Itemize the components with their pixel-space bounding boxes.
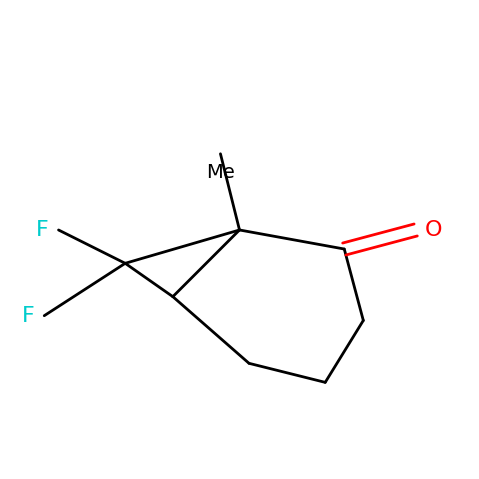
Text: F: F (36, 220, 49, 240)
Text: F: F (22, 306, 34, 326)
Text: O: O (425, 220, 443, 240)
Text: Me: Me (206, 163, 235, 182)
